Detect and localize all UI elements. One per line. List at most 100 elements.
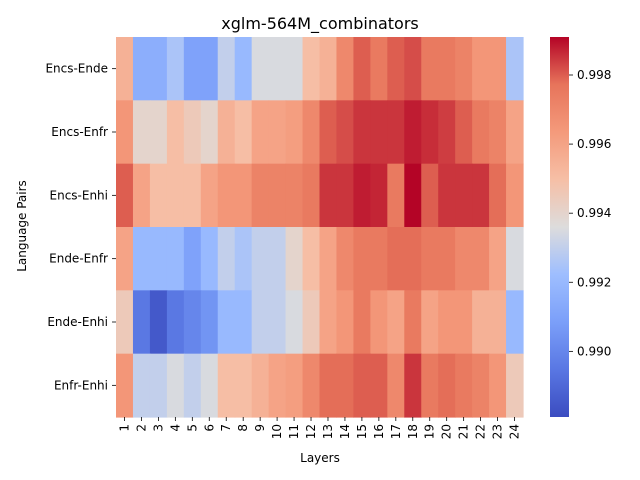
x-tick-label: 12 bbox=[304, 424, 318, 439]
heatmap-cell bbox=[387, 163, 405, 228]
heatmap-cell bbox=[489, 37, 507, 101]
x-tick-label: 15 bbox=[355, 424, 369, 439]
heatmap-cell bbox=[268, 100, 287, 165]
heatmap-cell bbox=[116, 290, 134, 355]
heatmap-cell bbox=[200, 100, 219, 165]
heatmap-cell bbox=[200, 290, 219, 355]
heatmap-cell bbox=[183, 100, 202, 165]
x-tick-label: 8 bbox=[236, 424, 250, 432]
y-tick-label: Ende-Enhi bbox=[47, 315, 108, 329]
heatmap-cell bbox=[302, 353, 321, 418]
heatmap-cell bbox=[506, 227, 524, 291]
heatmap-cell bbox=[472, 227, 490, 291]
x-axis-label: Layers bbox=[300, 451, 340, 465]
heatmap-cell bbox=[200, 163, 219, 228]
x-tick-label: 1 bbox=[117, 424, 131, 432]
x-tick-label: 16 bbox=[372, 424, 386, 439]
heatmap-cell bbox=[489, 353, 507, 418]
x-tick-label: 9 bbox=[253, 424, 267, 432]
heatmap-cell bbox=[370, 37, 388, 101]
heatmap-cell bbox=[319, 37, 338, 101]
heatmap-cell bbox=[438, 227, 456, 291]
heatmap-cell bbox=[455, 37, 473, 101]
heatmap-cell bbox=[472, 37, 490, 101]
y-axis-label: Language Pairs bbox=[15, 180, 29, 272]
heatmap-cell bbox=[506, 353, 524, 418]
heatmap-cell bbox=[404, 290, 422, 355]
heatmap-cell bbox=[404, 227, 422, 291]
heatmap-cell bbox=[183, 290, 202, 355]
heatmap-cell bbox=[336, 163, 355, 228]
heatmap-cell bbox=[217, 353, 236, 418]
heatmap-cell bbox=[268, 37, 287, 101]
heatmap-cell bbox=[217, 37, 236, 101]
heatmap-cell bbox=[285, 37, 304, 101]
heatmap-cell bbox=[234, 100, 253, 165]
heatmap-cell bbox=[132, 353, 151, 418]
heatmap-cell bbox=[421, 163, 439, 228]
heatmap-cell bbox=[217, 100, 236, 165]
heatmap-cell bbox=[472, 353, 490, 418]
heatmap-cell bbox=[149, 353, 168, 418]
heatmap-cell bbox=[387, 37, 405, 101]
colorbar-tick-label: 0.994 bbox=[577, 206, 611, 220]
heatmap-cell bbox=[183, 163, 202, 228]
x-tick-label: 4 bbox=[168, 424, 182, 432]
heatmap-cell bbox=[251, 163, 270, 228]
heatmap-cell bbox=[217, 290, 236, 355]
heatmap-cell bbox=[149, 37, 168, 101]
colorbar bbox=[550, 37, 569, 417]
heatmap-cell bbox=[200, 227, 219, 291]
heatmap-cell bbox=[116, 227, 134, 291]
heatmap-cell bbox=[183, 353, 202, 418]
heatmap-cell bbox=[387, 100, 405, 165]
heatmap-cell bbox=[336, 100, 355, 165]
heatmap-cell bbox=[455, 227, 473, 291]
heatmap-cell bbox=[285, 227, 304, 291]
heatmap-cell bbox=[234, 290, 253, 355]
x-tick-label: 14 bbox=[338, 424, 352, 439]
heatmap-cell bbox=[336, 227, 355, 291]
heatmap-cell bbox=[116, 163, 134, 228]
x-tick-label: 23 bbox=[491, 424, 505, 439]
heatmap-cell bbox=[421, 37, 439, 101]
heatmap-cell bbox=[455, 100, 473, 165]
heatmap-cell bbox=[116, 353, 134, 418]
heatmap-cell bbox=[421, 227, 439, 291]
heatmap-cell bbox=[166, 353, 185, 418]
heatmap-cell bbox=[438, 37, 456, 101]
heatmap-cell bbox=[302, 290, 321, 355]
x-tick-label: 2 bbox=[134, 424, 148, 432]
heatmap-cell bbox=[319, 353, 338, 418]
heatmap-cell bbox=[336, 290, 355, 355]
x-tick-label: 19 bbox=[423, 424, 437, 439]
heatmap-cell bbox=[455, 353, 473, 418]
heatmap-cell bbox=[251, 290, 270, 355]
heatmap-cell bbox=[132, 163, 151, 228]
heatmap-cell bbox=[370, 100, 388, 165]
heatmap-cell bbox=[353, 227, 371, 291]
heatmap-cell bbox=[438, 290, 456, 355]
heatmap-cell bbox=[455, 163, 473, 228]
heatmap-cells bbox=[116, 37, 524, 418]
heatmap-cell bbox=[251, 37, 270, 101]
heatmap-cell bbox=[404, 100, 422, 165]
heatmap-cell bbox=[166, 100, 185, 165]
heatmap-cell bbox=[353, 163, 371, 228]
heatmap-cell bbox=[132, 37, 151, 101]
heatmap-cell bbox=[370, 163, 388, 228]
heatmap-cell bbox=[234, 163, 253, 228]
heatmap-cell bbox=[353, 290, 371, 355]
heatmap-cell bbox=[506, 100, 524, 165]
heatmap-cell bbox=[421, 100, 439, 165]
y-tick-label: Encs-Enhi bbox=[50, 188, 109, 202]
heatmap-cell bbox=[166, 37, 185, 101]
heatmap-cell bbox=[251, 353, 270, 418]
heatmap-cell bbox=[472, 290, 490, 355]
heatmap-cell bbox=[438, 353, 456, 418]
heatmap-cell bbox=[166, 227, 185, 291]
x-tick-label: 20 bbox=[440, 424, 454, 439]
heatmap-cell bbox=[268, 353, 287, 418]
colorbar-tick-label: 0.990 bbox=[577, 344, 611, 358]
heatmap-cell bbox=[285, 290, 304, 355]
